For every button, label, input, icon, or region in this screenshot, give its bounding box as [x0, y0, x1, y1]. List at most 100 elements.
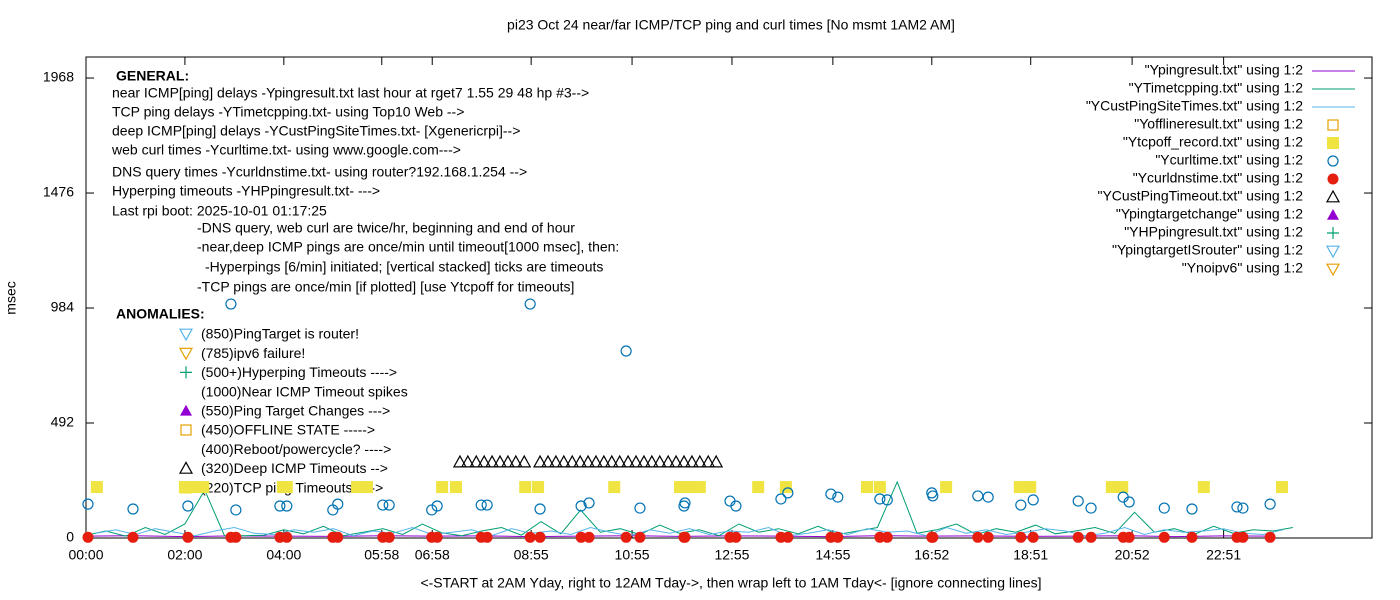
data-point	[752, 481, 765, 494]
x-tick-label: 14:55	[815, 547, 850, 563]
data-point	[608, 481, 621, 494]
x-tick-label: 05:58	[364, 547, 399, 563]
annotation-icon	[178, 461, 194, 474]
data-point	[230, 504, 242, 516]
data-point	[485, 454, 500, 468]
data-point	[431, 500, 443, 512]
data-point	[533, 454, 548, 468]
data-point	[1123, 496, 1135, 508]
data-point	[452, 454, 467, 468]
data-point	[182, 500, 194, 512]
data-point	[1072, 531, 1084, 543]
data-point	[436, 481, 449, 494]
x-tick-label: 22:51	[1206, 547, 1241, 563]
annotation: (320)Deep ICMP Timeouts -->	[201, 460, 388, 476]
annotation-heading: GENERAL:	[116, 68, 189, 84]
data-point	[469, 454, 484, 468]
data-point	[620, 531, 632, 543]
data-point	[1264, 531, 1276, 543]
data-point	[709, 454, 724, 468]
x-tick-label: 12:55	[714, 547, 749, 563]
legend-label: "Ynoipv6" using 1:2	[1182, 260, 1303, 276]
annotation: DNS query times -Ycurldnstime.txt- using…	[112, 164, 527, 180]
legend-label: "Ycurldnstime.txt" using 1:2	[1133, 170, 1303, 186]
x-tick-label: 06:58	[415, 547, 450, 563]
data-point	[692, 454, 707, 468]
legend-swatch	[1327, 155, 1339, 167]
annotation: (850)PingTarget is router!	[201, 326, 359, 342]
annotation: (550)Ping Target Changes --->	[201, 403, 390, 419]
data-point	[1158, 531, 1170, 543]
data-point	[730, 531, 742, 543]
data-point	[1186, 531, 1198, 543]
x-axis-label: <-START at 2AM Yday, right to 12AM Tday-…	[420, 575, 1041, 591]
x-tick-label: 02:00	[167, 547, 202, 563]
data-point	[556, 454, 571, 468]
data-point	[519, 481, 532, 494]
annotation-icon	[178, 328, 194, 342]
x-tick-label: 18:51	[1013, 547, 1048, 563]
data-point	[475, 499, 487, 511]
data-point	[927, 531, 939, 543]
data-point	[881, 494, 893, 506]
data-point	[383, 531, 395, 543]
x-tick-label: 10:55	[615, 547, 650, 563]
data-point	[82, 531, 94, 543]
legend-label: "YTimetcpping.txt" using 1:2	[1129, 80, 1304, 96]
legend-swatch	[1327, 119, 1339, 131]
data-point	[449, 481, 462, 494]
data-point	[197, 481, 210, 494]
data-point	[927, 490, 939, 502]
data-point	[575, 500, 587, 512]
data-point	[972, 490, 984, 502]
data-point	[1158, 502, 1170, 514]
legend-swatch	[1327, 227, 1339, 239]
data-point	[832, 491, 844, 503]
data-point	[596, 454, 611, 468]
legend-label: "Yofflineresult.txt" using 1:2	[1134, 116, 1303, 132]
data-point	[534, 531, 546, 543]
data-point	[1085, 502, 1097, 514]
data-point	[575, 531, 587, 543]
data-point	[1024, 481, 1037, 494]
data-point	[652, 454, 667, 468]
data-point	[636, 454, 651, 468]
data-point	[669, 454, 684, 468]
data-point	[351, 481, 364, 494]
data-point	[1264, 498, 1276, 510]
data-point	[583, 497, 595, 509]
data-point	[860, 481, 873, 494]
data-point	[674, 481, 687, 494]
data-point	[693, 481, 706, 494]
annotation: web curl times -Ycurltime.txt- using www…	[111, 142, 461, 158]
data-point	[524, 298, 536, 310]
data-point	[377, 499, 389, 511]
data-point	[1105, 481, 1118, 494]
data-point	[548, 454, 563, 468]
y-tick-label: 492	[51, 414, 75, 430]
legend-swatch	[1325, 245, 1341, 259]
data-point	[583, 531, 595, 543]
annotation: (785)ipv6 failure!	[201, 345, 305, 361]
data-point	[679, 531, 691, 543]
data-point	[1072, 495, 1084, 507]
data-point	[1237, 531, 1249, 543]
y-tick-label: 1476	[43, 184, 74, 200]
data-point	[1197, 481, 1210, 494]
data-point	[832, 531, 844, 543]
data-point	[534, 503, 546, 515]
data-point	[701, 454, 716, 468]
annotation: -Hyperpings [6/min] initiated; [vertical…	[205, 259, 603, 275]
data-point	[684, 454, 699, 468]
x-tick-label: 08:55	[514, 547, 549, 563]
legend-swatch	[1327, 209, 1339, 220]
data-point	[127, 531, 139, 543]
data-point	[634, 531, 646, 543]
data-point	[281, 500, 293, 512]
data-point	[332, 531, 344, 543]
legend-swatch	[1327, 173, 1339, 185]
data-point	[431, 531, 443, 543]
annotation: (450)OFFLINE STATE ----->	[201, 422, 375, 438]
data-point	[230, 531, 242, 543]
data-point	[873, 481, 886, 494]
